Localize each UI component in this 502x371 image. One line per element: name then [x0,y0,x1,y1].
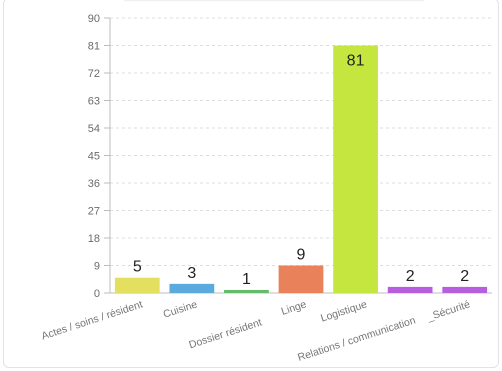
bar-6 [387,286,433,293]
category-label: _Sécurité [425,298,472,323]
y-tick-label: 63 [88,96,100,108]
y-tick-label: 81 [88,41,100,53]
y-tick-label: 27 [88,206,100,218]
data-label: 5 [133,259,142,276]
y-tick-label: 72 [88,68,100,80]
category-label: Logistique [319,298,368,324]
category-label: Cuisine [162,298,199,320]
y-tick-label: 36 [88,178,100,190]
bar-7 [442,286,488,293]
bar-5 [333,45,378,293]
y-tick-label: 90 [88,13,100,25]
y-tick-label: 18 [88,233,100,245]
labels: 0 9 18 27 36 45 54 63 72 81 90 5 Actes / soins / rés… [40,13,472,364]
data-label: 9 [297,247,306,264]
data-label: 2 [460,268,469,285]
category-label: Dossier résident [187,316,263,351]
chart-panel [3,0,499,368]
bar-1 [114,277,160,293]
y-tick-label: 45 [88,151,100,163]
bar-4 [278,265,324,293]
data-label: 3 [187,265,196,282]
bar-2 [169,283,215,293]
y-tick-label: 9 [94,261,100,273]
bars [114,45,488,293]
y-tick-label: 54 [88,123,100,135]
category-label: Relations / communication [296,314,417,364]
bar-3 [224,289,269,293]
grid [110,17,492,266]
data-label: 2 [406,268,415,285]
category-label: Linge [280,298,308,317]
category-label: Actes / soins / résident [40,298,144,342]
panel-header-remnant [124,0,424,2]
data-label: 1 [242,271,251,288]
y-tick-label: 0 [94,288,100,300]
data-label: 81 [347,53,365,70]
